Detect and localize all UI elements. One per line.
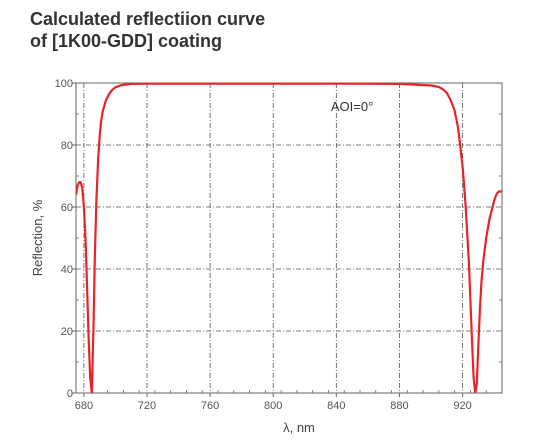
- x-tick-label: 800: [264, 400, 282, 412]
- reflection-series-line: [76, 82, 502, 393]
- x-tick-label: 720: [138, 400, 156, 412]
- y-tick-label: 80: [61, 140, 73, 152]
- x-tick-label: 880: [390, 400, 408, 412]
- y-tick-label: 0: [67, 388, 73, 400]
- chart-title: Calculated reflectiion curve of [1K00-GD…: [30, 8, 265, 52]
- x-tick-label: 680: [75, 400, 93, 412]
- chart-title-line-2: of [1K00-GDD] coating: [30, 31, 223, 51]
- x-tick-label: 760: [201, 400, 219, 412]
- y-axis-title: Reflection, %: [30, 199, 45, 276]
- y-tick-label: 40: [61, 264, 73, 276]
- y-tick-label: 100: [55, 78, 73, 90]
- aoi-annotation: AOI=0°: [331, 99, 373, 114]
- y-tick-label: 60: [61, 202, 73, 214]
- plot-frame: [75, 82, 503, 394]
- x-tick-label: 840: [327, 400, 345, 412]
- x-tick-label: 920: [453, 400, 471, 412]
- y-tick-label: 20: [61, 326, 73, 338]
- x-axis-title: λ, nm: [283, 420, 315, 435]
- chart-title-line-1: Calculated reflectiion curve: [30, 9, 266, 29]
